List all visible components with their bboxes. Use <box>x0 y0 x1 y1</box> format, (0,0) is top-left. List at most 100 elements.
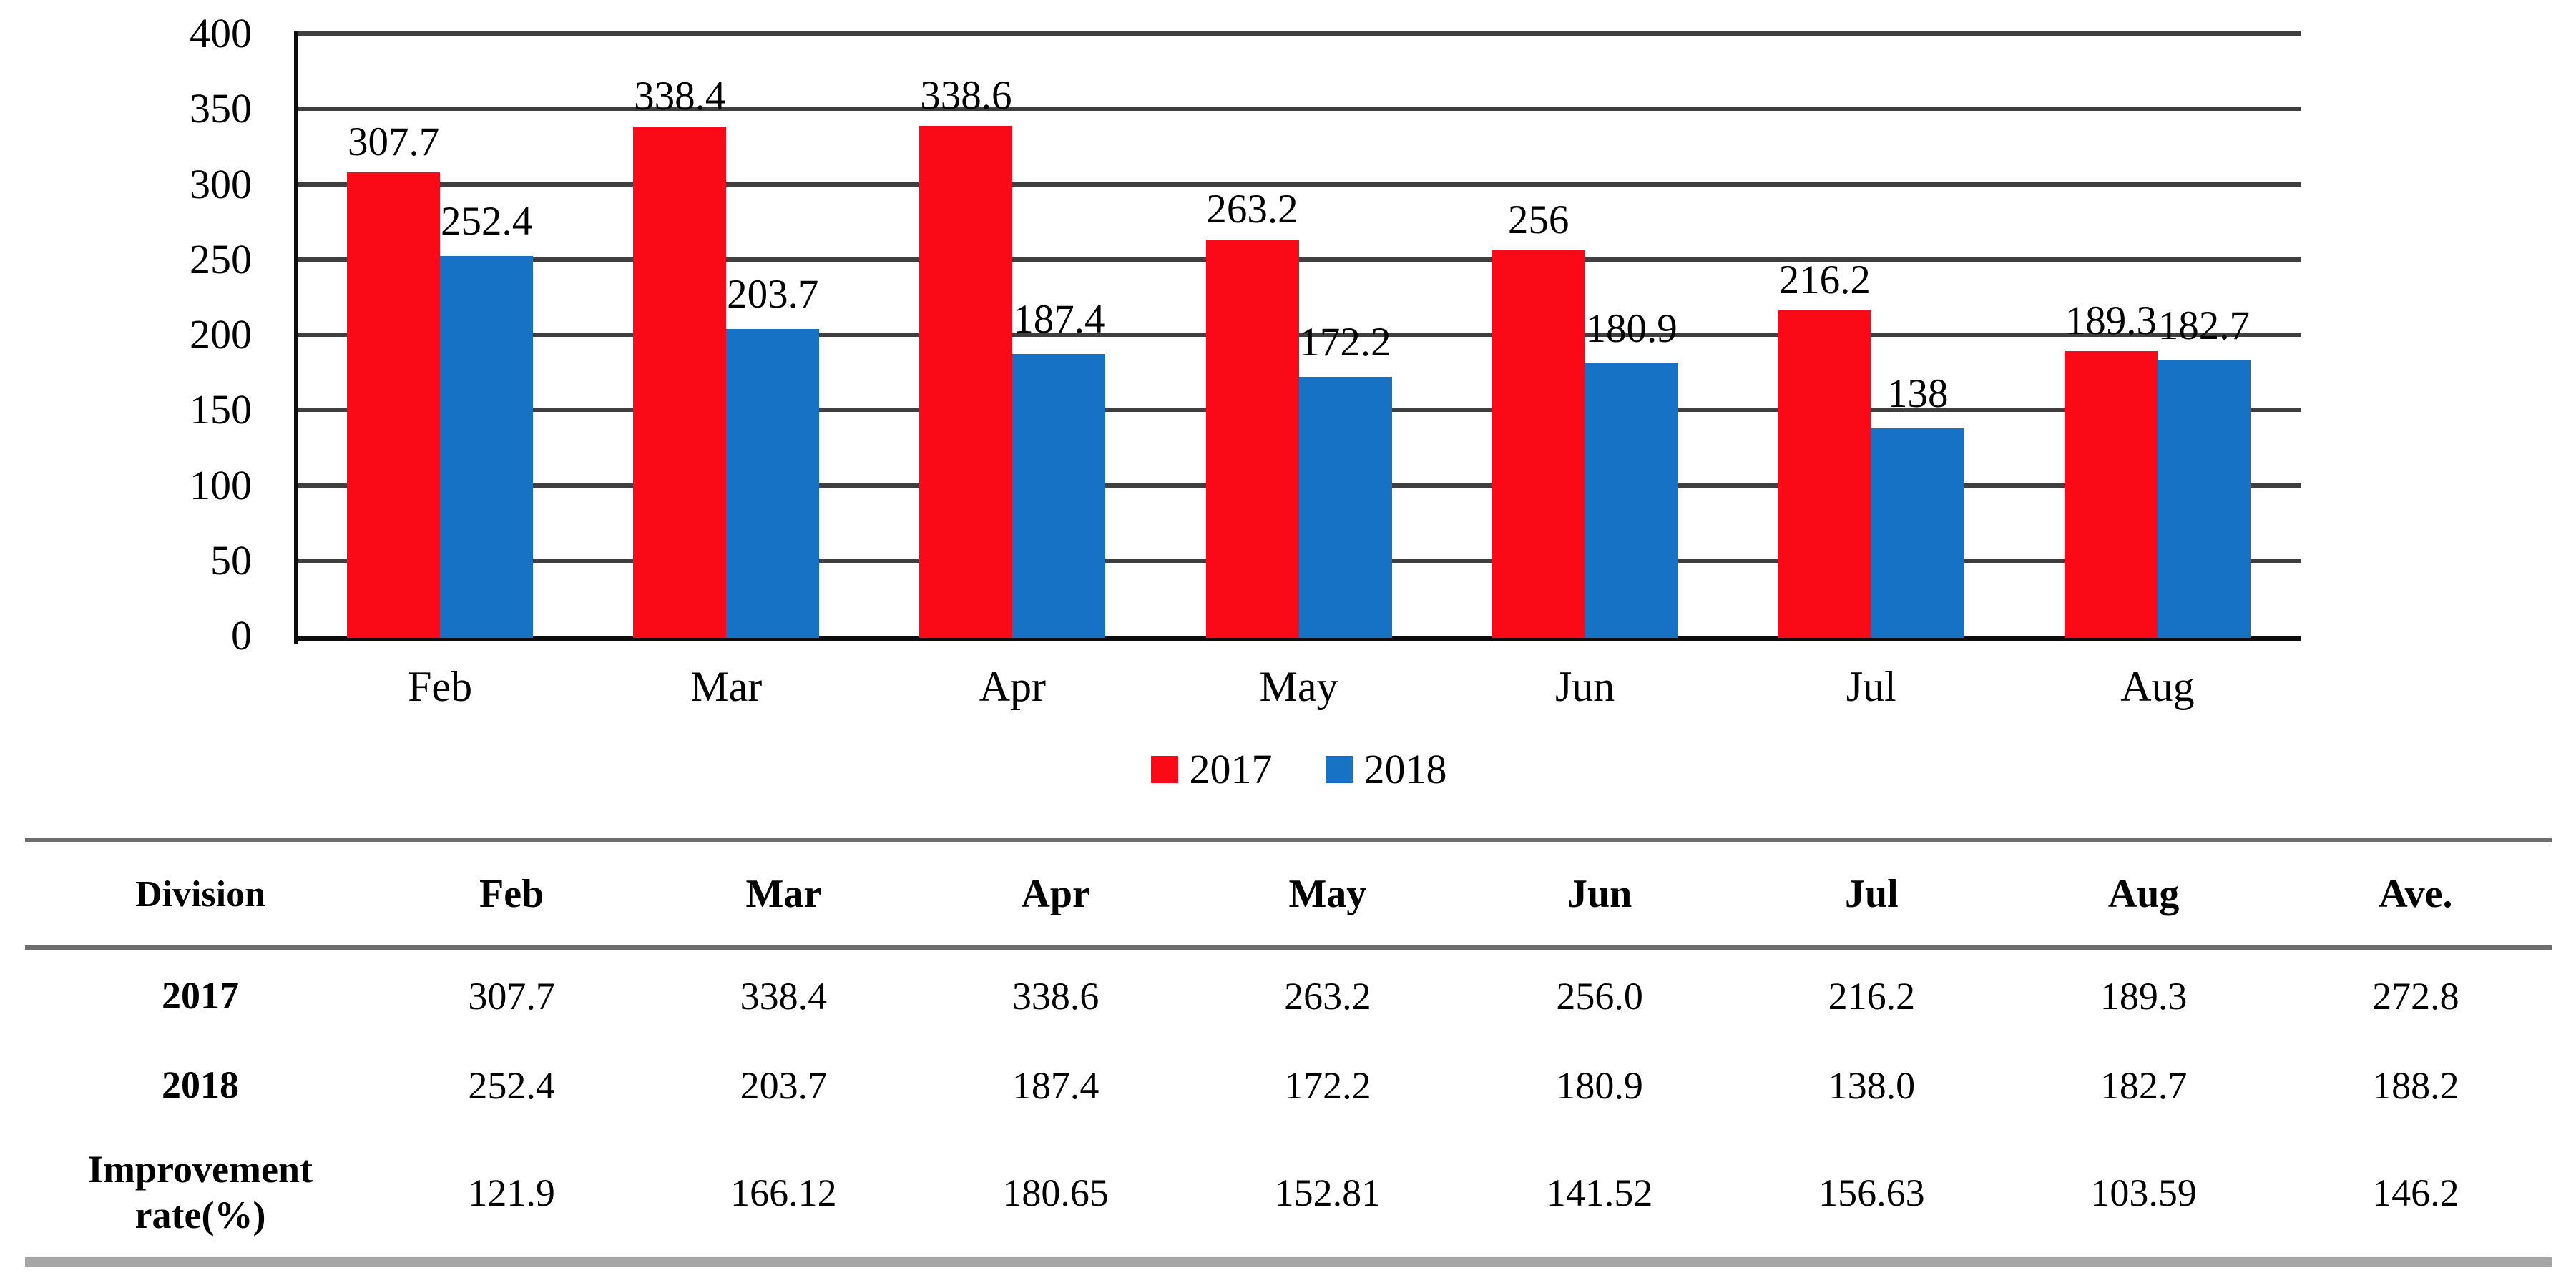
row-label: 2017 <box>162 974 239 1018</box>
bar-2018-jun <box>1585 363 1678 638</box>
y-axis-tick-label: 200 <box>190 311 252 358</box>
bar-value-label: 172.2 <box>1299 319 1391 365</box>
column-header-jul: Jul <box>1735 840 2008 950</box>
y-axis-tick-label: 300 <box>190 160 252 207</box>
bar-value-label: 138 <box>1887 370 1949 416</box>
data-table: Division Feb Mar Apr May Jun Jul Aug Ave. 2017 30… <box>25 838 2552 1267</box>
bar-2017-may <box>1205 239 1299 638</box>
legend-label: 2017 <box>1189 746 1273 792</box>
table-cell: 338.6 <box>1012 975 1100 1018</box>
table-header-row: Division Feb Mar Apr May Jun Jul Aug Ave. <box>25 840 2552 950</box>
bar-2018-aug <box>2157 360 2251 638</box>
bar-2018-jul <box>1871 428 1964 638</box>
table-cell: 152.81 <box>1274 1171 1381 1214</box>
table-row: 2017 307.7 338.4 338.6 263.2 256.0 216.2 189.3 2… <box>25 948 2552 1043</box>
bar-value-label: 307.7 <box>347 119 440 165</box>
table-cell: 180.9 <box>1556 1064 1643 1107</box>
legend-marker-2018 <box>1325 756 1353 783</box>
bar-value-label: 203.7 <box>727 272 819 318</box>
table-cell: 307.7 <box>468 975 555 1018</box>
bar-value-label: 256 <box>1507 197 1569 243</box>
bar-2018-may <box>1298 376 1392 638</box>
bar-2017-mar <box>633 126 727 638</box>
gridline <box>297 333 2301 337</box>
gridline <box>297 182 2301 187</box>
table-cell: 146.2 <box>2372 1171 2459 1214</box>
legend-item-2017: 2017 <box>1150 746 1273 792</box>
y-axis-tick-label: 250 <box>190 235 252 282</box>
x-axis-category-label: Aug <box>2120 663 2195 710</box>
bar-2017-jul <box>1778 310 1871 638</box>
table-cell: 252.4 <box>468 1064 555 1107</box>
column-header-jun: Jun <box>1464 840 1736 950</box>
row-label: 2018 <box>162 1063 239 1107</box>
column-header-apr: Apr <box>919 840 1192 950</box>
y-axis-tick-label: 350 <box>190 85 252 132</box>
bar-value-label: 182.7 <box>2158 303 2251 349</box>
column-header-feb: Feb <box>376 840 648 950</box>
legend-item-2018: 2018 <box>1325 746 1447 792</box>
gridline <box>297 107 2301 112</box>
y-axis-tick-label: 50 <box>210 536 252 584</box>
table-header: Division Feb Mar Apr May Jun Jul Aug Ave. <box>25 840 2552 950</box>
table-cell: 138.0 <box>1828 1064 1916 1107</box>
table-cell: 156.63 <box>1818 1171 1925 1214</box>
bar-2017-aug <box>2064 350 2158 638</box>
bar-2017-jun <box>1492 250 1585 638</box>
table-cell: 180.65 <box>1002 1171 1109 1214</box>
bar-value-label: 338.6 <box>920 73 1012 119</box>
x-axis-category-label: Feb <box>408 663 473 710</box>
table-cell: 216.2 <box>1828 975 1916 1018</box>
table-cell: 188.2 <box>2372 1064 2459 1107</box>
table-cell: 256.0 <box>1556 975 1643 1018</box>
bar-value-label: 180.9 <box>1585 306 1678 352</box>
column-header-may: May <box>1191 840 1464 950</box>
legend-label: 2018 <box>1363 746 1447 792</box>
gridline <box>297 257 2301 262</box>
bar-value-label: 338.4 <box>634 73 726 119</box>
row-label: Improvement rate(%) <box>88 1148 313 1237</box>
y-axis-tick-label: 0 <box>231 612 252 659</box>
bar-value-label: 189.3 <box>2065 298 2158 343</box>
y-axis-tick-label: 150 <box>190 386 252 433</box>
table-cell: 166.12 <box>730 1171 837 1214</box>
table-cell: 263.2 <box>1284 975 1371 1018</box>
x-axis-category-label: Mar <box>690 663 763 710</box>
bar-value-label: 263.2 <box>1206 186 1298 232</box>
table-body: 2017 307.7 338.4 338.6 263.2 256.0 216.2 189.3 2… <box>25 948 2552 1262</box>
bar-2017-feb <box>347 172 441 638</box>
table-cell: 187.4 <box>1012 1064 1100 1107</box>
x-axis-category-label: Jul <box>1846 663 1896 710</box>
y-axis-line <box>294 31 298 644</box>
y-axis-tick-label: 400 <box>190 10 252 56</box>
table-cell: 182.7 <box>2100 1064 2188 1107</box>
table-cell: 172.2 <box>1284 1064 1371 1107</box>
table-row: 2018 252.4 203.7 187.4 172.2 180.9 138.0 182.7 1… <box>25 1043 2552 1129</box>
table-cell: 103.59 <box>2090 1171 2197 1214</box>
table-cell: 338.4 <box>740 975 828 1018</box>
table-cell: 141.52 <box>1546 1171 1653 1214</box>
x-axis-category-label: Jun <box>1554 663 1615 710</box>
legend-marker-2017 <box>1150 756 1178 783</box>
column-header-division: Division <box>25 840 376 950</box>
chart-legend: 2017 2018 <box>297 742 2301 797</box>
bar-2018-apr <box>1012 353 1106 638</box>
x-axis-category-label: Apr <box>979 663 1046 710</box>
table-cell: 203.7 <box>740 1064 828 1107</box>
column-header-mar: Mar <box>647 840 920 950</box>
bar-chart: 0 50 100 150 200 250 300 350 400 307.7 338.4 338.6… <box>190 10 2301 710</box>
y-axis-tick-label: 100 <box>190 461 252 508</box>
table-cell: 189.3 <box>2100 975 2188 1018</box>
gridline <box>297 31 2301 36</box>
bar-2017-apr <box>919 126 1013 638</box>
table-cell: 272.8 <box>2372 975 2459 1018</box>
bar-2018-mar <box>726 329 820 638</box>
bar-value-label: 187.4 <box>1013 296 1105 342</box>
x-axis-line <box>294 636 2301 641</box>
bar-value-label: 216.2 <box>1778 257 1871 303</box>
x-axis-category-label: May <box>1259 663 1338 710</box>
bar-2018-feb <box>440 255 534 638</box>
table-row: Improvement rate(%) 121.9 166.12 180.65 152.… <box>25 1129 2552 1262</box>
bar-value-label: 252.4 <box>440 198 533 244</box>
